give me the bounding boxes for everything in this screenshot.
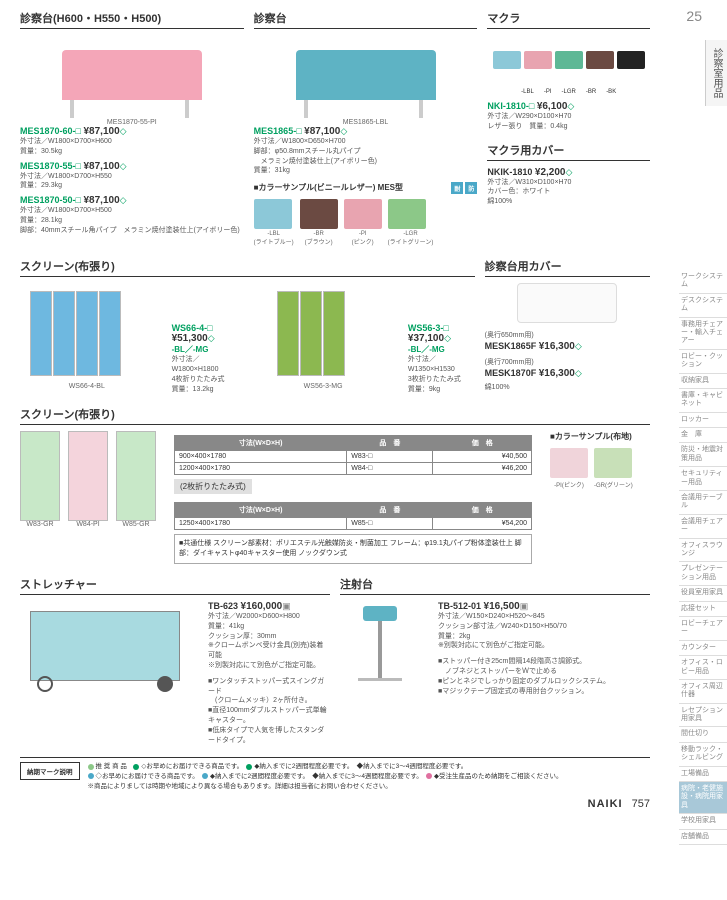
product-image <box>254 35 478 115</box>
spec: 外寸法／W1350×H15303枚折りたたみ式質量：9kg <box>408 355 475 394</box>
section-title: 注射台 <box>340 576 650 595</box>
price: ¥51,300 <box>172 333 208 344</box>
caption: MES1865-LBL <box>254 119 478 126</box>
product-code: TB-512-01 <box>438 601 481 611</box>
price: ¥2,200 <box>535 167 566 178</box>
section-title: ストレッチャー <box>20 576 330 595</box>
side-tab: 診察室用品 <box>705 40 727 106</box>
side-index: ワークシステムデスクシステム事務用チェアー・輸入チェアーロビー・クッション収納家… <box>679 270 727 845</box>
product-code: WS66-4-□ <box>172 323 213 333</box>
product-code: TB-623 <box>208 601 238 611</box>
product-image <box>517 283 617 323</box>
features: ■ストッパー付き25cm間隔14段階高さ調節式。 ノブネジとストッパーをＷで止め… <box>438 657 650 696</box>
spec: 外寸法／W150×D240×H520～845クッション部寸法／W240×D150… <box>438 612 650 651</box>
caption: WS66-4-BL <box>20 383 154 390</box>
badge-icon: 耐 <box>451 182 463 194</box>
section-title: 診察台(H600・H550・H500) <box>20 10 244 29</box>
spec: 外寸法／W1800×D650×H700脚部：φ50.8mmスチール丸パイプ メラ… <box>254 137 478 176</box>
variants: -BL／-MG <box>172 344 239 355</box>
variants: -BL／-MG <box>408 344 475 355</box>
page-number-top: 25 <box>686 8 702 24</box>
product-image <box>20 35 244 115</box>
price: ¥37,100 <box>408 333 444 344</box>
spec-table: 寸法(W×D×H)品 番価 格 900×400×1780W83-□¥40,500… <box>174 435 532 475</box>
brand: NAIKI <box>588 798 623 810</box>
section-title: マクラ <box>487 10 650 29</box>
spec-table: 寸法(W×D×H)品 番価 格 1250×400×1780W85-□¥54,20… <box>174 502 532 530</box>
caption: WS56-3-MG <box>256 383 390 390</box>
product-image <box>30 611 180 681</box>
product-code: NKIK-1810 <box>487 167 532 177</box>
section-title: 診察台 <box>254 10 478 29</box>
spec: 外寸法／W290×D100×H70レザー張り 質量：0.4kg <box>487 112 650 132</box>
price: ¥160,000 <box>241 601 283 612</box>
product-image <box>256 283 366 383</box>
section-title: スクリーン(布張り) <box>20 258 475 277</box>
footer-label: 納期マーク説明 <box>20 762 80 780</box>
footer: 納期マーク説明 推 奨 商 品 ◇お早めにお届けできる商品です。 ◆納入までに2… <box>20 757 650 791</box>
swatch-title: ■カラーサンプル(布地) <box>550 431 650 442</box>
price: ¥87,100 <box>304 126 340 137</box>
section-title: 診察台用カバー <box>485 258 650 277</box>
note: ■共通仕様 スクリーン部素材：ポリエステル光触媒防炎・制菌加工 フレーム：φ19… <box>174 534 532 564</box>
badge-icon: 防 <box>465 182 477 194</box>
product-image <box>487 35 650 85</box>
product-code: NKI-1810-□ <box>487 101 534 111</box>
page-footer: NAIKI 757 <box>20 798 650 810</box>
page-number-bottom: 757 <box>632 798 650 810</box>
price: ¥6,100 <box>537 101 568 112</box>
spec: 外寸法／W1800×H18004枚折りたたみ式質量：13.2kg <box>172 355 239 394</box>
features: ■ワンタッチストッパー式スイングガード (クロームメッキ）2ヶ所付き。■直径10… <box>208 677 330 746</box>
price: ¥16,500 <box>484 601 520 612</box>
caption: MES1870-55-PI <box>20 119 244 126</box>
spec: 外寸法／W310×D100×H70カバー色：ホワイト綿100% <box>487 178 650 207</box>
product-code: MES1865-□ <box>254 126 302 136</box>
swatch-title: ■カラーサンプル(ビニールレザー) MES型 <box>254 183 403 192</box>
spec: 外寸法／W2000×D600×H800質量：41kgクッション厚：30mm※クロ… <box>208 612 330 671</box>
product-code: WS56-3-□ <box>408 323 449 333</box>
section-title: マクラ用カバー <box>487 142 650 161</box>
product-image <box>378 621 382 681</box>
sub-label: (2枚折りたたみ式) <box>174 479 252 494</box>
spec: 綿100% <box>485 383 650 393</box>
section-title: スクリーン(布張り) <box>20 406 650 425</box>
product-image <box>20 283 130 383</box>
